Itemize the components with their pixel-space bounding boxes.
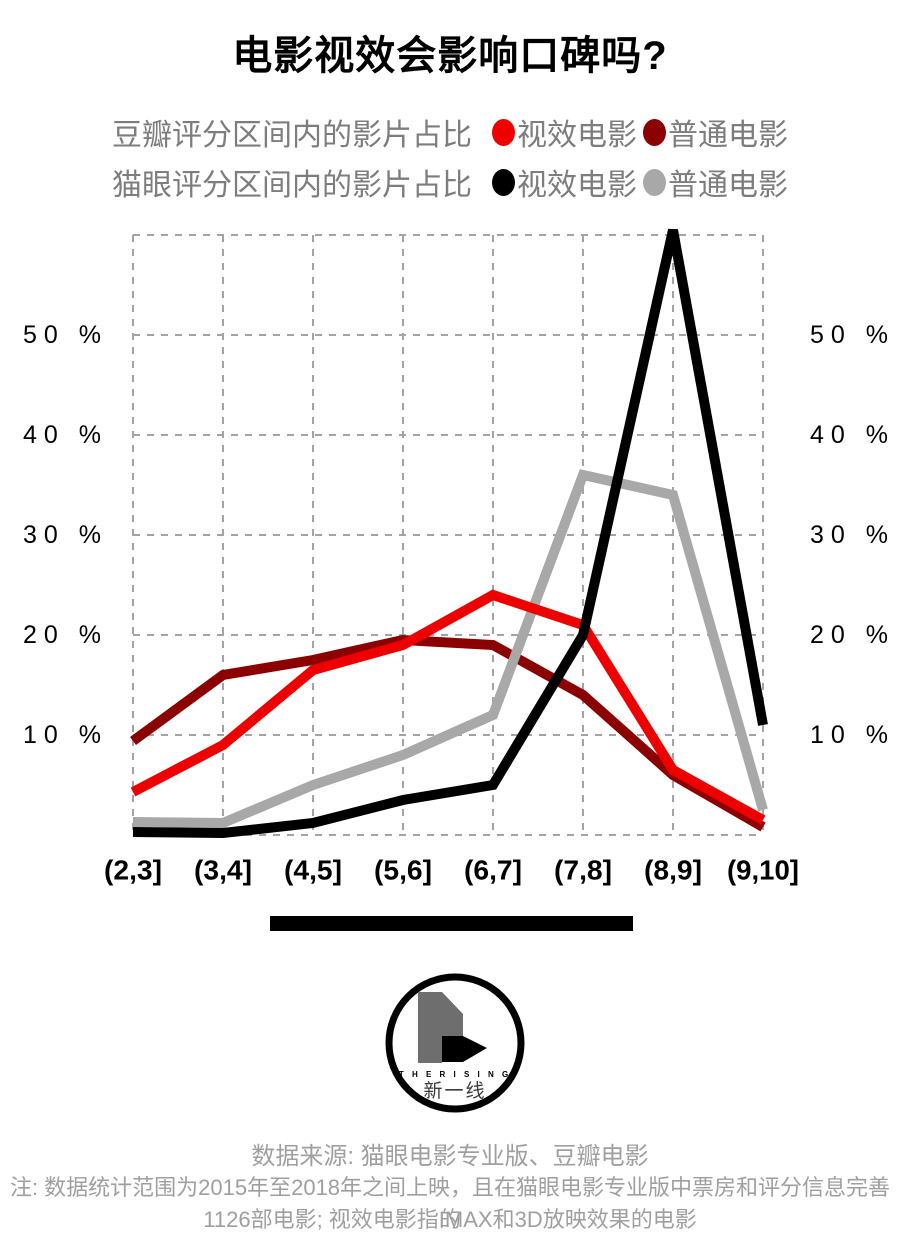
x-axis-tick: (8,9]	[644, 855, 702, 886]
axis-underline-bar	[270, 916, 633, 931]
x-axis-tick: (3,4]	[194, 855, 252, 886]
publisher-logo: T H E R I S I N G 新一线	[385, 973, 525, 1113]
logo-flag-gray-icon	[418, 992, 463, 1063]
legend-series-maoyan-ordinary: 普通电影	[668, 169, 788, 202]
legend-dot-douban-vfx-icon	[492, 118, 515, 146]
y-axis-tick-left: 20 %	[23, 621, 108, 649]
data-source-note: 数据来源: 猫眼电影专业版、豆瓣电影	[251, 1143, 649, 1170]
series-line-豆瓣评分-视效电影	[130, 589, 766, 825]
y-axis-tick-left: 50 %	[23, 321, 108, 349]
y-axis-tick-right: 20 %	[810, 621, 895, 649]
legend-row-maoyan: 猫眼评分区间内的影片占比 视效电影 普通电影	[0, 162, 900, 202]
y-axis-tick-left: 30 %	[23, 521, 108, 549]
legend-dot-maoyan-vfx-icon	[492, 168, 515, 196]
x-axis-tick: (2,3]	[104, 855, 162, 886]
x-axis-tick: (7,8]	[554, 855, 612, 886]
y-axis-tick-left: 10 %	[23, 721, 108, 749]
x-axis-tick: (9,10]	[727, 855, 799, 886]
y-axis-tick-right: 30 %	[810, 521, 895, 549]
x-axis-tick: (4,5]	[284, 855, 342, 886]
legend-series-maoyan-vfx: 视效电影	[517, 169, 637, 202]
legend-label-douban: 豆瓣评分区间内的影片占比	[112, 119, 472, 152]
series-line-豆瓣评分-普通电影	[130, 634, 766, 832]
y-axis-tick-right: 10 %	[810, 721, 895, 749]
legend-dot-douban-ordinary-icon	[643, 118, 666, 146]
line-chart: 10 % 10 % 20 % 20 % 30 % 30 % 40 % 40 % 50 % 50 %…	[23, 228, 895, 886]
series-line-猫眼评分-普通电影	[132, 469, 768, 829]
legend-series-douban-ordinary: 普通电影	[668, 119, 788, 152]
footnote-line2: 1126部电影; 视效电影指IMAX和3D放映效果的电影	[203, 1207, 697, 1232]
legend-series-douban-vfx: 视效电影	[517, 119, 637, 152]
legend-label-maoyan: 猫眼评分区间内的影片占比	[112, 169, 472, 202]
series-line-猫眼评分-视效电影	[132, 228, 768, 839]
logo-flag-black-icon	[442, 1036, 487, 1062]
legend-dot-maoyan-ordinary-icon	[643, 168, 666, 196]
legend-row-douban: 豆瓣评分区间内的影片占比 视效电影 普通电影	[0, 112, 900, 152]
logo-text-en: T H E R I S I N G	[399, 1070, 511, 1079]
footnote-line1: 注: 数据统计范围为2015年至2018年之间上映，且在猫眼电影专业版中票房和评…	[9, 1175, 891, 1232]
y-axis-tick-left: 40 %	[23, 421, 108, 449]
logo-text-cn: 新一线	[423, 1080, 486, 1102]
y-axis-tick-right: 40 %	[810, 421, 895, 449]
y-axis-tick-right: 50 %	[810, 321, 895, 349]
page-title: 电影视效会影响口碑吗?	[232, 34, 668, 78]
x-axis-tick: (5,6]	[374, 855, 432, 886]
x-axis-tick: (6,7]	[464, 855, 522, 886]
